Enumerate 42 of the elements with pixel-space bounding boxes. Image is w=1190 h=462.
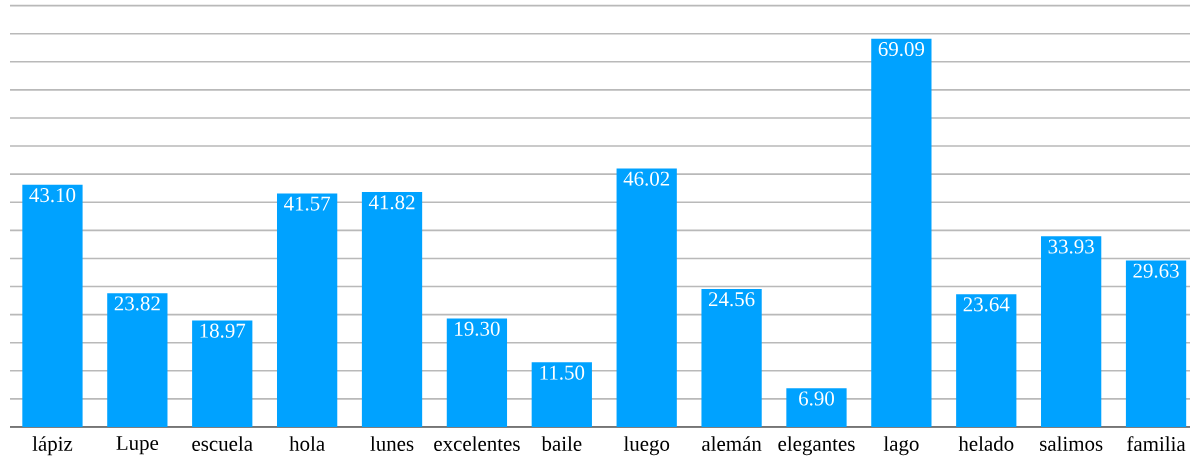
bar (22, 184, 83, 427)
x-tick-label: familia (1127, 436, 1186, 452)
data-label: 18.97 (200, 323, 246, 338)
data-label: 23.64 (963, 297, 1010, 312)
bar (1125, 260, 1187, 427)
data-label: 46.02 (623, 171, 670, 186)
x-tick-label: luego (623, 436, 670, 456)
x-tick-label: hola (289, 436, 325, 451)
bar (701, 289, 762, 427)
x-tick-label: lunes (370, 436, 414, 451)
bar (531, 362, 592, 427)
data-label: 11.50 (540, 365, 585, 380)
data-label: 24.56 (708, 292, 755, 307)
x-tick-label: lago (883, 436, 919, 456)
x-tick-label: alemán (702, 436, 762, 451)
data-label: 69.09 (878, 42, 925, 57)
bar (871, 38, 932, 427)
data-label: 23.82 (114, 296, 160, 311)
data-label: 41.82 (368, 195, 415, 210)
x-tick-label: excelentes (434, 436, 520, 451)
bar (107, 293, 168, 427)
bar (786, 388, 847, 427)
x-tick-label: escuela (192, 436, 253, 451)
data-label: 6.90 (799, 391, 834, 406)
data-label: 33.93 (1048, 239, 1094, 254)
data-label: 19.30 (455, 321, 500, 336)
bar (1041, 236, 1102, 427)
bar (616, 168, 677, 427)
x-tick-label: helado (958, 436, 1014, 451)
x-tick-label: Lupe (116, 436, 159, 455)
x-tick-label: lápiz (32, 436, 73, 456)
bar (192, 320, 253, 427)
x-tick-label: elegantes (778, 436, 855, 456)
data-label: 41.57 (284, 196, 331, 211)
data-label: 29.63 (1133, 263, 1179, 278)
bar (361, 192, 423, 427)
bar (956, 294, 1017, 427)
x-tick-label: baile (541, 436, 582, 451)
data-label: 43.10 (29, 188, 76, 203)
x-tick-label: salimos (1040, 436, 1103, 451)
bar (446, 318, 508, 427)
bar (276, 193, 338, 427)
